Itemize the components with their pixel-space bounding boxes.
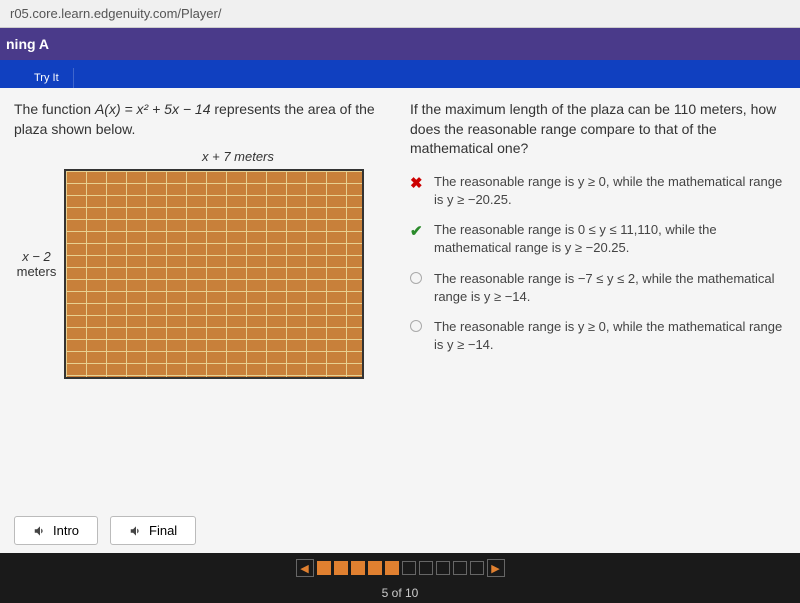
speaker-icon	[33, 524, 47, 538]
question-text: If the maximum length of the plaza can b…	[410, 100, 786, 159]
intro-label: Intro	[53, 523, 79, 538]
answer-text: The reasonable range is −7 ≤ y ≤ 2, whil…	[434, 270, 786, 306]
final-button[interactable]: Final	[110, 516, 196, 545]
progress-box[interactable]	[385, 561, 399, 575]
problem-statement: The function A(x) = x² + 5x − 14 represe…	[14, 100, 390, 139]
answer-option-4[interactable]: The reasonable range is y ≥ 0, while the…	[410, 318, 786, 354]
progress-prev-button[interactable]: ◀	[296, 559, 314, 577]
tab-row: Try It	[0, 60, 800, 88]
answer-option-2[interactable]: ✔ The reasonable range is 0 ≤ y ≤ 11,110…	[410, 221, 786, 257]
radio-icon	[410, 318, 426, 332]
progress-box[interactable]	[419, 561, 433, 575]
tab-try-it[interactable]: Try It	[20, 68, 74, 88]
intro-button[interactable]: Intro	[14, 516, 98, 545]
answers-column: If the maximum length of the plaza can b…	[410, 100, 786, 496]
progress-counter: 5 of 10	[0, 583, 800, 603]
diagram-top-label: x + 7 meters	[202, 149, 274, 164]
progress-box[interactable]	[351, 561, 365, 575]
url-bar: r05.core.learn.edgenuity.com/Player/	[0, 0, 800, 28]
speaker-icon	[129, 524, 143, 538]
progress-box[interactable]	[470, 561, 484, 575]
plaza-diagram: x + 7 meters x − 2 meters	[14, 149, 390, 379]
progress-next-button[interactable]: ▶	[487, 559, 505, 577]
progress-box[interactable]	[317, 561, 331, 575]
correct-icon: ✔	[410, 221, 426, 242]
final-label: Final	[149, 523, 177, 538]
answer-text: The reasonable range is y ≥ 0, while the…	[434, 173, 786, 209]
progress-box[interactable]	[402, 561, 416, 575]
progress-bar: ◀ ▶	[0, 553, 800, 583]
progress-box[interactable]	[368, 561, 382, 575]
diagram-left-label: x − 2 meters	[14, 249, 59, 279]
radio-icon	[410, 270, 426, 284]
page-header: ning A	[0, 28, 800, 60]
content-area: The function A(x) = x² + 5x − 14 represe…	[0, 88, 800, 508]
answer-option-1[interactable]: ✖ The reasonable range is y ≥ 0, while t…	[410, 173, 786, 209]
problem-column: The function A(x) = x² + 5x − 14 represe…	[14, 100, 390, 496]
progress-box[interactable]	[436, 561, 450, 575]
progress-box[interactable]	[453, 561, 467, 575]
wrong-icon: ✖	[410, 173, 426, 194]
problem-text-before: The function	[14, 101, 95, 117]
answer-text: The reasonable range is y ≥ 0, while the…	[434, 318, 786, 354]
bottom-toolbar: Intro Final	[0, 508, 800, 553]
answer-text: The reasonable range is 0 ≤ y ≤ 11,110, …	[434, 221, 786, 257]
answer-option-3[interactable]: The reasonable range is −7 ≤ y ≤ 2, whil…	[410, 270, 786, 306]
plaza-rectangle	[64, 169, 364, 379]
problem-function: A(x) = x² + 5x − 14	[95, 101, 211, 117]
progress-box[interactable]	[334, 561, 348, 575]
